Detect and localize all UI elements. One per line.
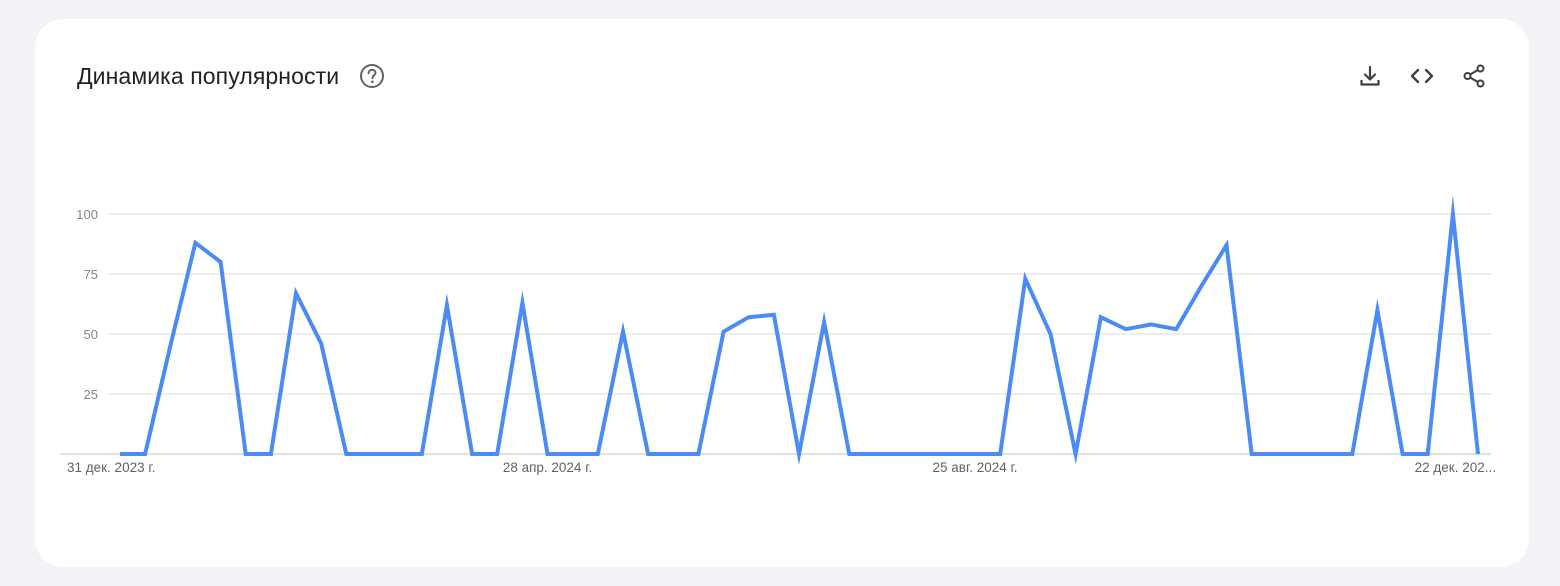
data-point[interactable] <box>694 450 702 458</box>
interest-over-time-card: Динамика популярности <box>35 19 1529 567</box>
data-point[interactable] <box>1223 241 1231 249</box>
data-point[interactable] <box>1474 450 1482 458</box>
data-point[interactable] <box>1373 306 1381 314</box>
data-point[interactable] <box>367 450 375 458</box>
data-point[interactable] <box>1399 450 1407 458</box>
x-axis-ticks: 31 дек. 2023 г. 28 апр. 2024 г. 25 авг. 20… <box>67 460 1496 475</box>
data-point[interactable] <box>896 450 904 458</box>
y-tick-label: 100 <box>76 207 98 222</box>
data-point[interactable] <box>845 450 853 458</box>
y-axis-ticks: 100 75 50 25 <box>76 207 98 402</box>
x-tick-label: 31 дек. 2023 г. <box>67 460 155 475</box>
data-point[interactable] <box>217 258 225 266</box>
data-point[interactable] <box>1046 330 1054 338</box>
data-point[interactable] <box>996 450 1004 458</box>
data-point[interactable] <box>795 450 803 458</box>
data-point[interactable] <box>116 450 124 458</box>
data-point[interactable] <box>418 450 426 458</box>
data-point[interactable] <box>1021 275 1029 283</box>
data-point[interactable] <box>1172 325 1180 333</box>
x-tick-label: 22 дек. 202... <box>1415 460 1496 475</box>
data-point[interactable] <box>1147 320 1155 328</box>
card-title: Динамика популярности <box>77 62 340 89</box>
data-point[interactable] <box>1323 450 1331 458</box>
data-point[interactable] <box>468 450 476 458</box>
data-point[interactable] <box>317 340 325 348</box>
card-header: Динамика популярности <box>77 59 385 93</box>
data-point[interactable] <box>242 450 250 458</box>
data-point[interactable] <box>921 450 929 458</box>
data-point[interactable] <box>1298 450 1306 458</box>
data-point[interactable] <box>946 450 954 458</box>
data-point[interactable] <box>166 342 174 350</box>
data-point[interactable] <box>393 450 401 458</box>
data-point[interactable] <box>1248 450 1256 458</box>
data-point[interactable] <box>619 328 627 336</box>
data-point[interactable] <box>1197 282 1205 290</box>
data-point[interactable] <box>1348 450 1356 458</box>
series-line <box>120 194 1480 465</box>
data-point[interactable] <box>518 299 526 307</box>
data-point[interactable] <box>644 450 652 458</box>
data-point[interactable] <box>1273 450 1281 458</box>
data-point[interactable] <box>1424 450 1432 458</box>
card-actions <box>1355 61 1489 91</box>
help-circle-icon[interactable] <box>359 63 385 89</box>
data-point[interactable] <box>342 450 350 458</box>
chart-series <box>116 194 1482 465</box>
share-icon[interactable] <box>1459 61 1489 91</box>
data-point[interactable] <box>720 328 728 336</box>
data-point[interactable] <box>870 450 878 458</box>
data-point[interactable] <box>745 313 753 321</box>
data-point[interactable] <box>569 450 577 458</box>
y-tick-label: 50 <box>84 327 98 342</box>
data-point[interactable] <box>971 450 979 458</box>
download-icon[interactable] <box>1355 61 1385 91</box>
data-point[interactable] <box>1097 313 1105 321</box>
data-point[interactable] <box>544 450 552 458</box>
data-point[interactable] <box>594 450 602 458</box>
data-point[interactable] <box>141 450 149 458</box>
data-point[interactable] <box>292 289 300 297</box>
data-point[interactable] <box>191 239 199 247</box>
x-tick-label: 28 апр. 2024 г. <box>503 460 592 475</box>
data-point[interactable] <box>267 450 275 458</box>
data-point[interactable] <box>820 318 828 326</box>
data-point[interactable] <box>1449 210 1457 218</box>
x-tick-label: 25 авг. 2024 г. <box>933 460 1018 475</box>
y-tick-label: 75 <box>84 267 98 282</box>
y-tick-label: 25 <box>84 387 98 402</box>
data-point[interactable] <box>669 450 677 458</box>
code-icon[interactable] <box>1407 61 1437 91</box>
data-point[interactable] <box>1072 450 1080 458</box>
data-point[interactable] <box>1122 325 1130 333</box>
data-point[interactable] <box>443 301 451 309</box>
data-point[interactable] <box>770 311 778 319</box>
data-point[interactable] <box>493 450 501 458</box>
